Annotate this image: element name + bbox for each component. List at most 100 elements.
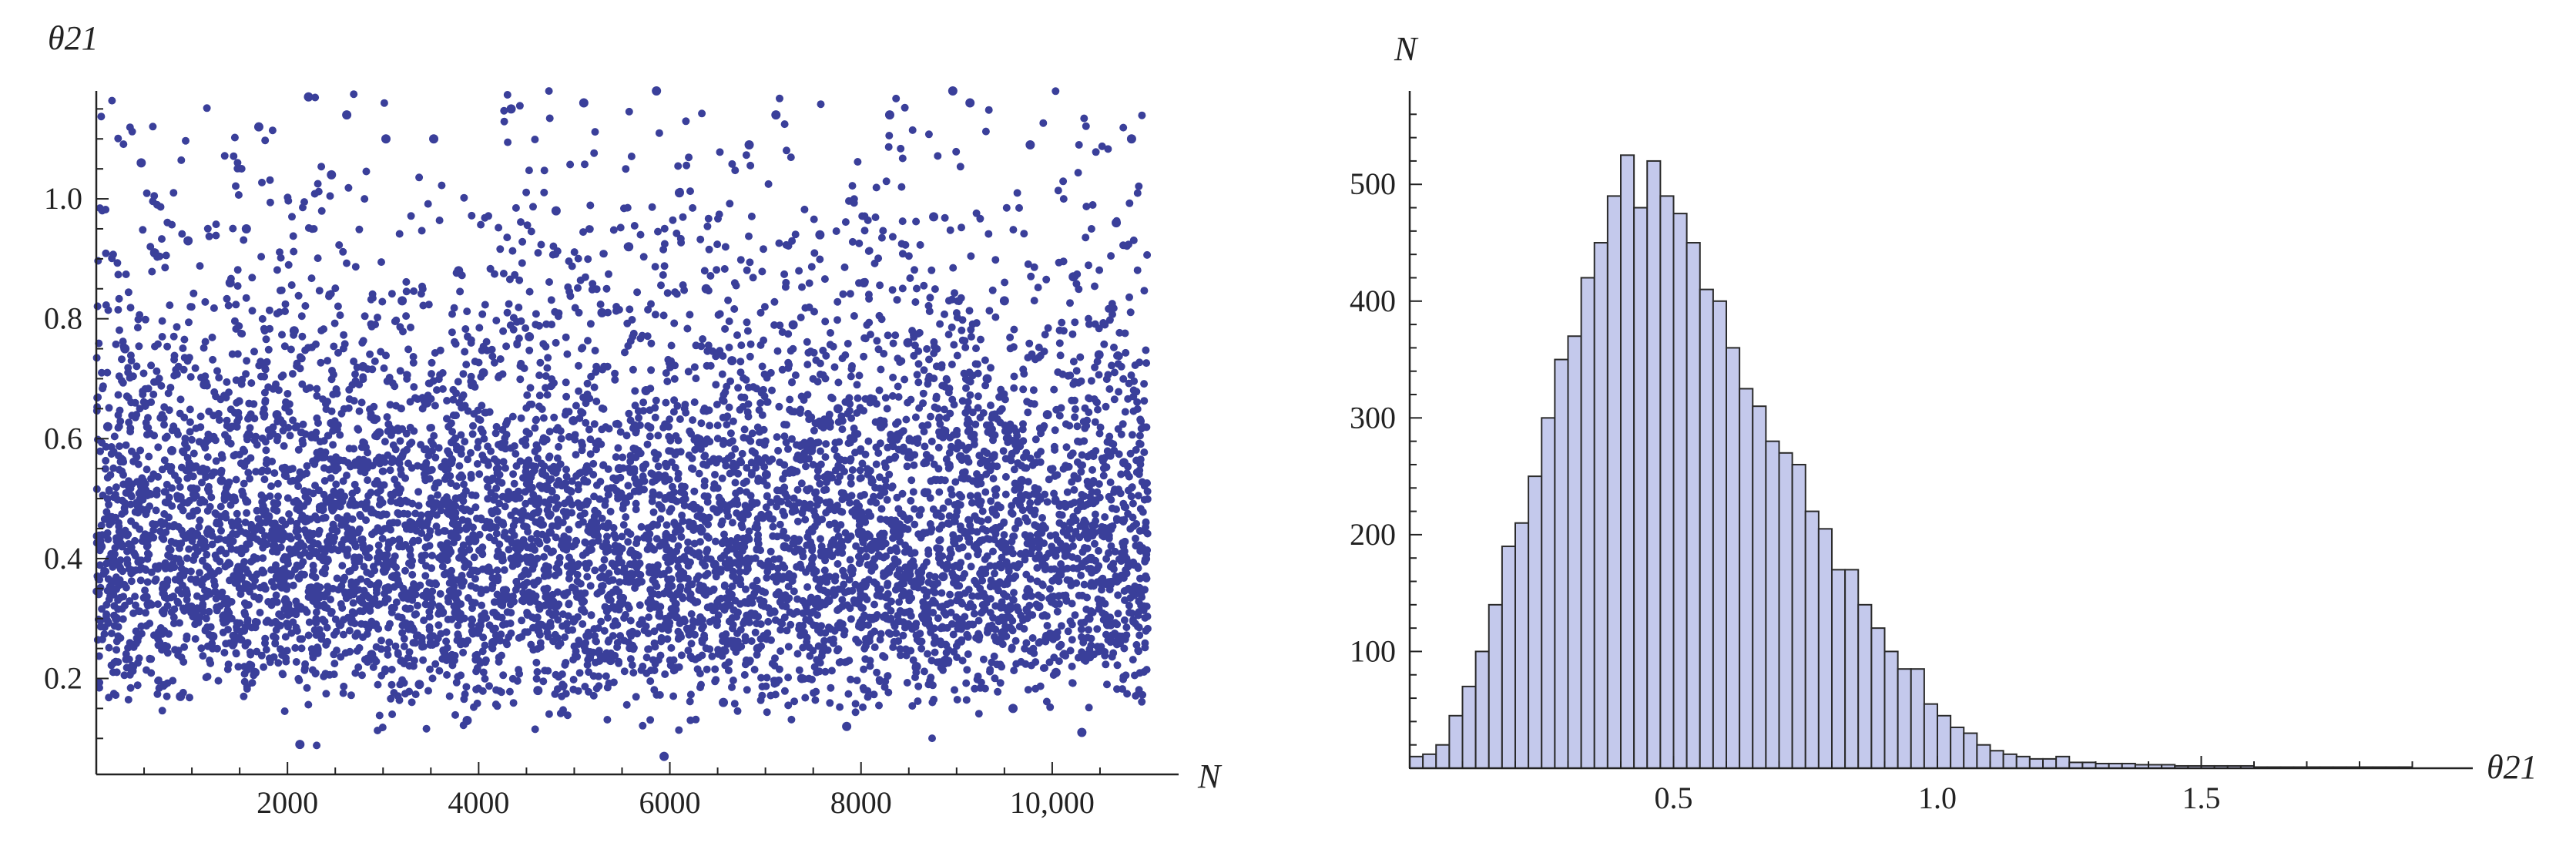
histogram-bar (1950, 726, 1965, 770)
scatter-point (842, 721, 852, 731)
scatter-point (1102, 620, 1112, 630)
scatter-point (719, 697, 729, 707)
histogram-bar (1474, 650, 1490, 770)
histogram-bar (1870, 627, 1886, 770)
histogram-y-tick-label: 200 (1350, 517, 1396, 552)
scatter-point (1119, 458, 1129, 468)
scatter-point (1008, 704, 1018, 714)
scatter-point (991, 523, 1001, 533)
scatter-point (955, 452, 965, 462)
scatter-point (241, 223, 251, 233)
histogram-y-tick-label: 100 (1350, 633, 1396, 668)
scatter-point (614, 464, 624, 474)
scatter-point (1094, 350, 1104, 360)
scatter-point (167, 445, 177, 455)
scatter-point (397, 296, 408, 306)
histogram-bar (1897, 668, 1912, 769)
scatter-point (753, 643, 763, 653)
scatter-point (208, 632, 218, 642)
scatter-y-tick-label: 0.6 (44, 421, 82, 455)
scatter-point (659, 751, 669, 761)
scatter-point (1042, 410, 1052, 420)
histogram-bar (1685, 242, 1701, 769)
scatter-point (478, 368, 488, 378)
histogram-bar (1461, 685, 1477, 769)
scatter-point (200, 380, 210, 390)
scatter-plot: 2000 4000 6000 8000 10,000 0.2 0.4 0.6 0.8 1.0 N… (44, 19, 1223, 820)
scatter-point (1077, 727, 1087, 737)
histogram-bar (1765, 440, 1780, 769)
scatter-point-cloud (92, 87, 1152, 750)
scatter-point (859, 277, 869, 287)
histogram-bar (1739, 388, 1754, 769)
scatter-point (422, 398, 432, 408)
scatter-point (128, 661, 138, 671)
histogram-bar (1620, 154, 1635, 770)
histogram-bar (1554, 358, 1569, 769)
scatter-point (525, 332, 535, 342)
scatter-point (771, 110, 781, 120)
scatter-point (911, 661, 921, 671)
scatter-y-tick-label: 0.8 (44, 301, 82, 336)
scatter-point (667, 494, 677, 504)
scatter-point (884, 110, 894, 120)
histogram-bar (1844, 569, 1860, 769)
scatter-point (693, 434, 703, 444)
scatter-y-ticks: 0.2 0.4 0.6 0.8 1.0 (44, 108, 109, 740)
scatter-point (406, 523, 416, 533)
scatter-point (374, 428, 384, 438)
scatter-point (948, 86, 958, 96)
scatter-point (429, 134, 439, 144)
histogram-x-ticks: 0.5 1.0 1.5 (1461, 756, 2413, 815)
histogram-bar (1488, 603, 1503, 770)
histogram-bar (1514, 522, 1530, 769)
scatter-point (1051, 667, 1061, 677)
scatter-point (999, 296, 1009, 306)
scatter-point (701, 284, 711, 294)
scatter-point (414, 680, 424, 690)
scatter-point (304, 92, 314, 102)
histogram-bar (1699, 288, 1714, 769)
histogram-bar (1791, 463, 1806, 769)
scatter-point (929, 212, 939, 222)
scatter-point (225, 277, 235, 287)
scatter-point (506, 104, 516, 114)
scatter-point (289, 326, 299, 336)
histogram-bar (1726, 347, 1741, 770)
scatter-point (176, 691, 186, 701)
scatter-points (92, 86, 1152, 761)
scatter-x-tick-label: 6000 (639, 785, 701, 820)
histogram-bar (1646, 160, 1662, 769)
scatter-point (684, 626, 694, 636)
scatter-x-ticks: 2000 4000 6000 8000 10,000 (143, 762, 1101, 820)
scatter-point (319, 452, 329, 462)
scatter-x-tick-label: 8000 (830, 785, 892, 820)
scatter-point (342, 110, 352, 120)
scatter-point (1112, 218, 1122, 228)
scatter-point (488, 637, 498, 647)
scatter-point (780, 542, 790, 552)
scatter-point (624, 242, 634, 252)
scatter-point (632, 578, 642, 588)
scatter-point (761, 469, 771, 479)
histogram-bar (1976, 744, 1991, 770)
histogram-y-axis-title: N (1394, 30, 1419, 68)
scatter-point (652, 86, 662, 96)
scatter-x-tick-label: 4000 (448, 785, 509, 820)
histogram-bar (2028, 757, 2044, 770)
scatter-point (462, 715, 472, 725)
histogram-bar (1989, 750, 2004, 770)
scatter-point (280, 596, 290, 606)
scatter-point (216, 475, 226, 485)
scatter-point (438, 607, 448, 617)
histogram-y-tick-label: 500 (1350, 166, 1396, 201)
scatter-point (381, 134, 391, 144)
histogram-plot: 0.5 1.0 1.5 100 200 300 400 500 θ21 N (1350, 30, 2537, 815)
scatter-point (311, 548, 321, 558)
scatter-point (497, 440, 507, 450)
scatter-point (597, 307, 607, 317)
histogram-bar (1857, 603, 1873, 770)
scatter-point (96, 542, 106, 552)
scatter-point (965, 98, 975, 108)
scatter-point (367, 650, 377, 660)
